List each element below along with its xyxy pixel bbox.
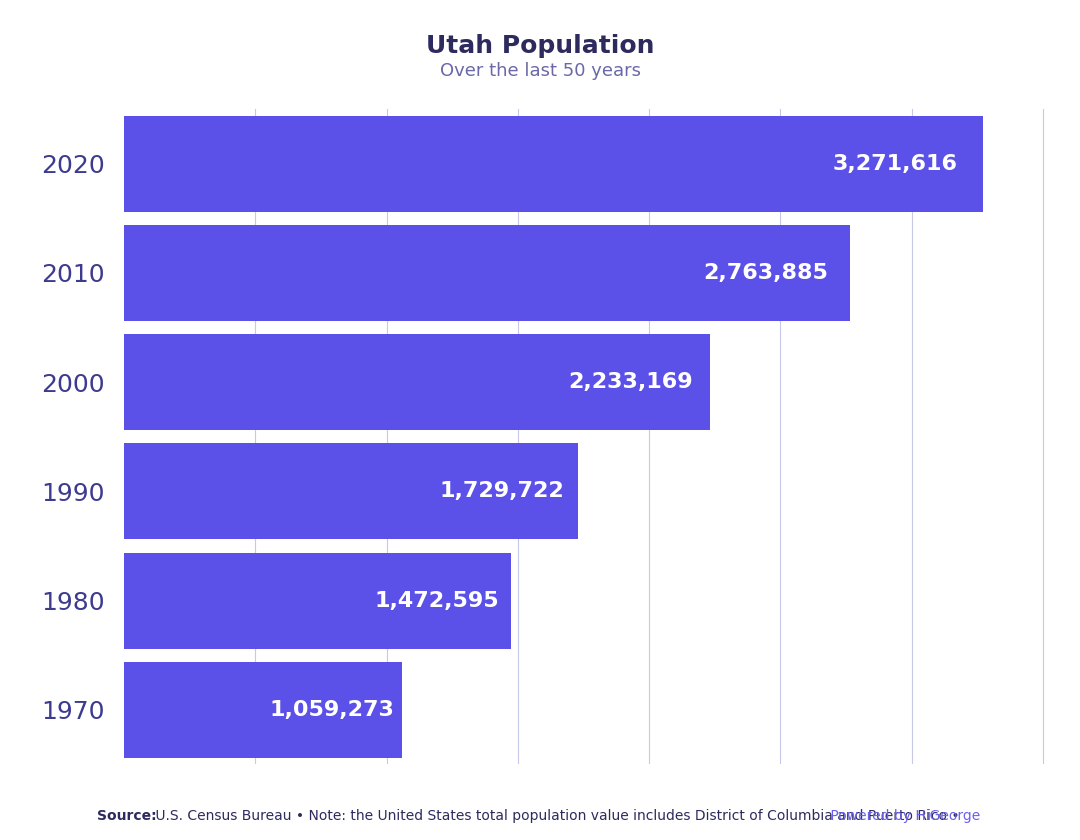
Text: 1,059,273: 1,059,273 <box>269 700 394 720</box>
Text: 2,233,169: 2,233,169 <box>568 372 693 392</box>
Bar <box>124 662 402 758</box>
Text: Utah Population: Utah Population <box>426 34 654 58</box>
Text: 2,763,885: 2,763,885 <box>703 263 828 283</box>
Text: U.S. Census Bureau • Note: the United States total population value includes Dis: U.S. Census Bureau • Note: the United St… <box>151 810 960 823</box>
Bar <box>124 334 711 430</box>
Text: Over the last 50 years: Over the last 50 years <box>440 62 640 81</box>
Text: 1,729,722: 1,729,722 <box>440 481 565 501</box>
Bar <box>124 444 578 539</box>
Bar <box>124 116 983 212</box>
Text: 3,271,616: 3,271,616 <box>833 154 957 174</box>
Text: 1,472,595: 1,472,595 <box>375 591 499 611</box>
Bar <box>124 553 511 648</box>
Text: Powered by HiGeorge: Powered by HiGeorge <box>826 810 981 823</box>
Bar <box>124 225 850 321</box>
Text: Source:: Source: <box>97 810 157 823</box>
